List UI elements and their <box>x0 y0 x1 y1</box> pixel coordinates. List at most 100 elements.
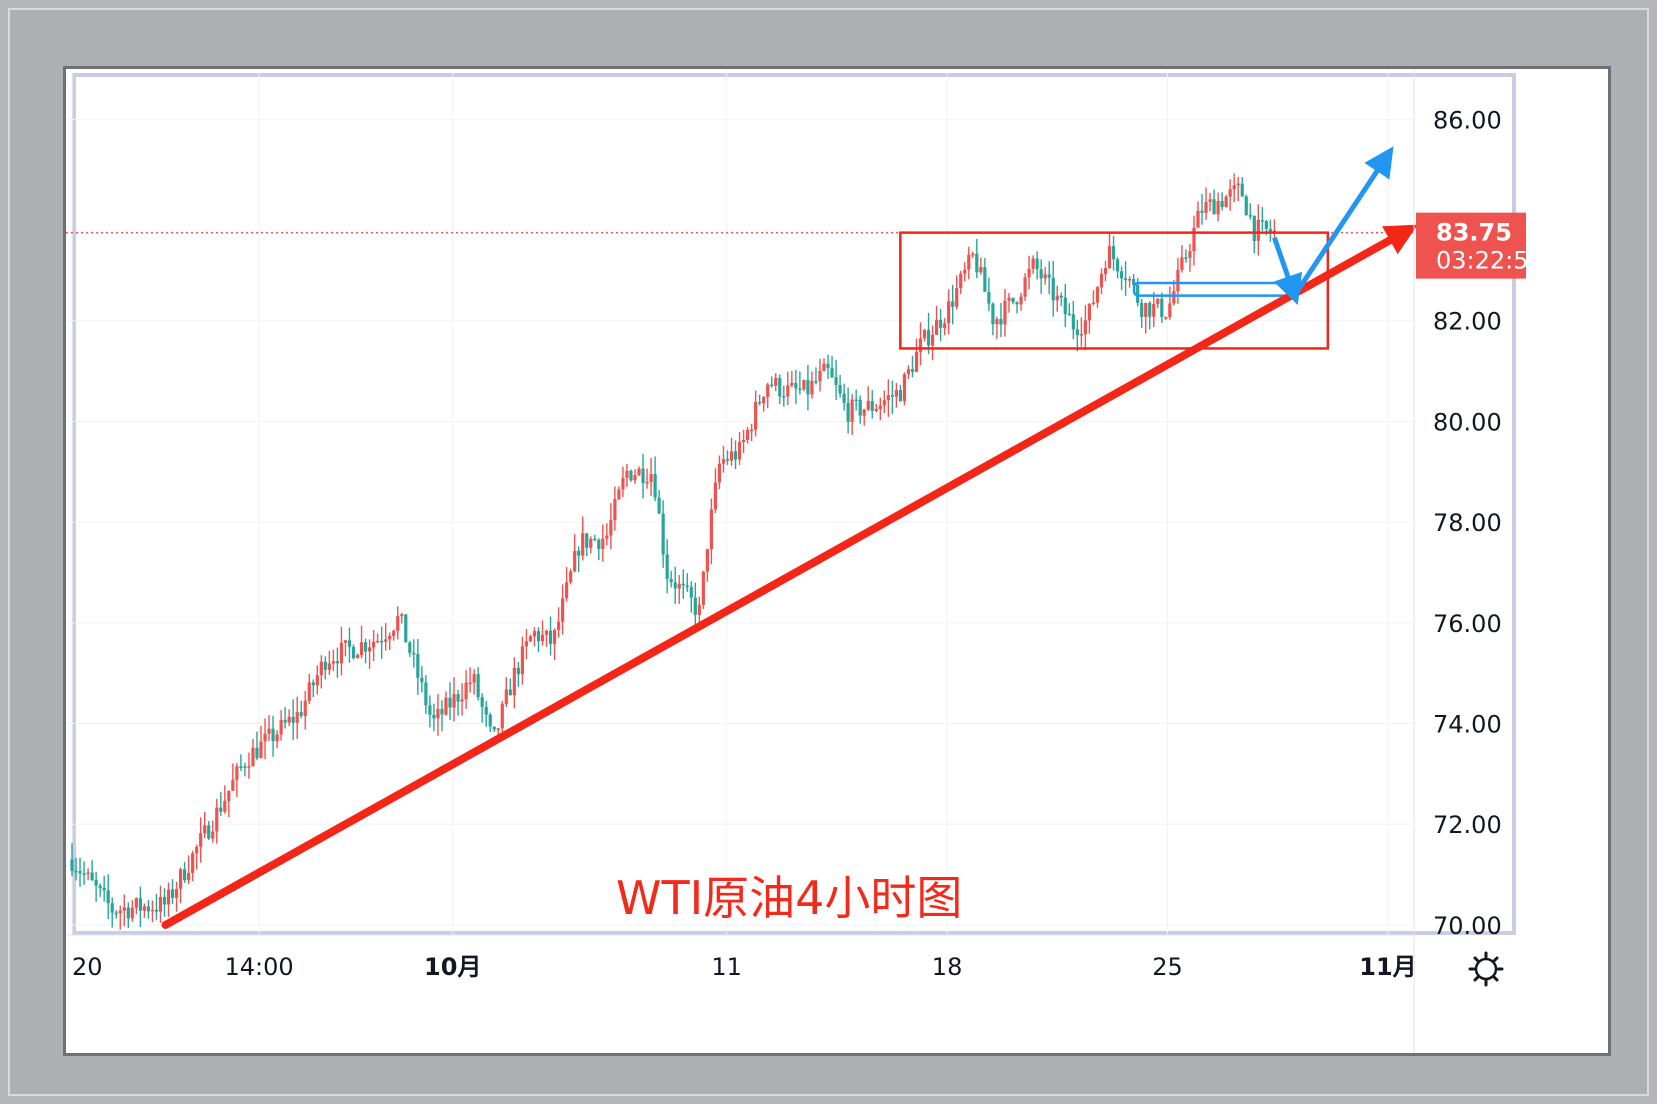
candle-body <box>158 897 163 912</box>
candle-body <box>561 598 565 622</box>
candle-body <box>918 338 923 352</box>
candle-body <box>199 833 203 847</box>
candle-body <box>705 549 709 572</box>
time-tick-label: 25 <box>1152 953 1183 981</box>
candle-body <box>500 703 504 729</box>
candle-body <box>150 909 155 912</box>
candle-body <box>311 682 315 686</box>
candle-body <box>585 533 589 548</box>
price-axis[interactable]: 86.00 82.00 80.00 78.00 76.00 74.00 72.00 70.00 <box>1433 106 1502 940</box>
chart-panel: 86.00 82.00 80.00 78.00 76.00 74.00 72.00 70.00… <box>63 66 1611 1056</box>
candle-body <box>1019 296 1023 305</box>
candle-body <box>351 646 356 659</box>
candle-body <box>548 630 553 644</box>
time-tick-label: 18 <box>932 953 963 981</box>
candle-body <box>625 470 629 479</box>
candle-body <box>1047 274 1051 278</box>
candle-body <box>830 368 834 378</box>
candle-body <box>436 708 440 719</box>
candle-body <box>271 728 275 742</box>
candle-body <box>1067 313 1071 316</box>
candle-body <box>1083 320 1087 335</box>
candle-body <box>1136 284 1140 303</box>
price-tick-label: 76.00 <box>1433 610 1502 638</box>
gear-icon[interactable] <box>1468 951 1504 987</box>
candle-body <box>1248 215 1252 217</box>
candle-body <box>480 697 484 707</box>
candle-body <box>629 470 633 481</box>
candle-body <box>995 319 999 325</box>
candle-body <box>786 385 790 397</box>
candle-body <box>589 538 593 548</box>
candle-body <box>685 585 689 587</box>
candle-body <box>130 907 134 919</box>
candle-body <box>673 582 677 589</box>
candle-body <box>1119 271 1124 279</box>
candle-body <box>1043 274 1047 279</box>
support-zone <box>1132 281 1296 297</box>
candle-body <box>275 734 279 742</box>
candle-body <box>488 714 492 727</box>
candle-body <box>1027 268 1031 278</box>
candle-body <box>1188 251 1192 258</box>
candle-body <box>448 697 452 708</box>
chart-inner-border <box>72 73 1516 935</box>
candle-body <box>1216 201 1220 215</box>
price-tick-label: 86.00 <box>1433 106 1502 134</box>
candle-body <box>335 661 340 664</box>
candle-body <box>959 273 963 289</box>
candle-body <box>1015 302 1019 305</box>
candle-body <box>384 639 388 642</box>
candle-body <box>1144 303 1148 317</box>
candle-body <box>70 859 74 871</box>
candle-body <box>520 646 524 675</box>
candle-body <box>850 399 854 422</box>
candle-body <box>456 694 460 702</box>
candle-body <box>573 550 577 572</box>
current-price-badge: 83.75 03:22:5 <box>1416 212 1529 279</box>
candle-body <box>496 728 500 730</box>
candle-body <box>1128 279 1132 281</box>
candle-body <box>999 319 1003 325</box>
candle-body <box>1256 220 1260 242</box>
candle-body <box>790 382 794 386</box>
candle-body <box>134 898 138 908</box>
candle-body <box>1192 227 1196 252</box>
candle-body <box>870 400 874 411</box>
candle-body <box>737 441 742 460</box>
candle-body <box>653 474 657 498</box>
candle-body <box>428 705 432 715</box>
candle-body <box>174 888 179 898</box>
price-tick-label: 74.00 <box>1433 711 1502 739</box>
candle-body <box>967 254 971 270</box>
candle-body <box>319 661 323 676</box>
candle-body <box>138 898 142 911</box>
candle-body <box>818 370 822 382</box>
candle-body <box>508 689 512 696</box>
candle-body <box>460 699 464 702</box>
candle-body <box>380 640 384 643</box>
candle-body <box>926 330 931 346</box>
candle-body <box>709 509 714 550</box>
candle-body <box>766 384 770 397</box>
candle-body <box>581 533 585 556</box>
candle-body <box>392 630 396 637</box>
candle-body <box>303 700 307 716</box>
candle-body <box>1075 329 1079 336</box>
candle-body <box>295 712 299 723</box>
candle-body <box>291 716 295 723</box>
candle-body <box>979 267 983 273</box>
time-axis[interactable]: 20 14:00 10月 11 18 25 11月 <box>72 953 1417 981</box>
candle-body <box>464 682 468 700</box>
candle-body <box>1007 297 1011 301</box>
candle-body <box>440 708 444 715</box>
candle-body <box>259 741 263 759</box>
candle-body <box>906 369 911 375</box>
time-tick-label: 11 <box>711 953 742 981</box>
candle-body <box>504 689 508 704</box>
candle-body <box>126 907 130 919</box>
projection-down-arrow <box>1272 236 1303 306</box>
candle-body <box>1168 303 1172 318</box>
candle-body <box>1224 196 1228 208</box>
candle-body <box>396 616 400 631</box>
